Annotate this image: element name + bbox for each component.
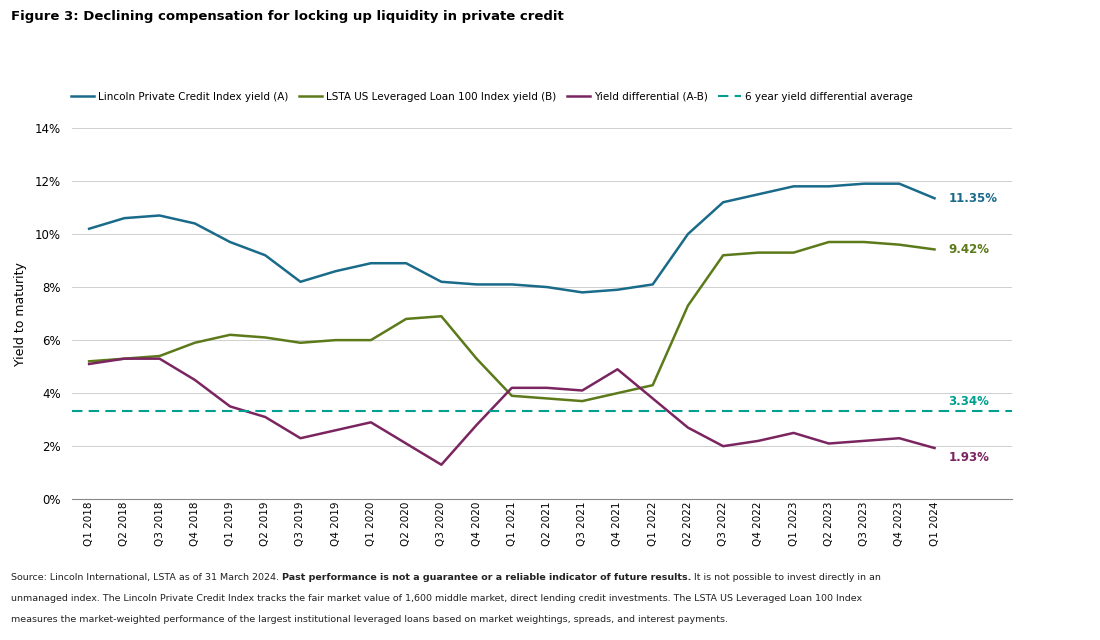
Text: Source: Lincoln International, LSTA as of 31 March 2024.: Source: Lincoln International, LSTA as o… <box>11 573 282 582</box>
Text: 1.93%: 1.93% <box>948 451 990 463</box>
Text: It is not possible to invest directly in an: It is not possible to invest directly in… <box>692 573 881 582</box>
Text: 3.34%: 3.34% <box>948 395 990 408</box>
Text: Figure 3: Declining compensation for locking up liquidity in private credit: Figure 3: Declining compensation for loc… <box>11 10 563 22</box>
Text: 9.42%: 9.42% <box>948 243 990 256</box>
Text: measures the market-weighted performance of the largest institutional leveraged : measures the market-weighted performance… <box>11 615 728 624</box>
Text: Past performance is not a guarantee or a reliable indicator of future results.: Past performance is not a guarantee or a… <box>282 573 692 582</box>
Y-axis label: Yield to maturity: Yield to maturity <box>13 262 26 365</box>
Text: unmanaged index. The Lincoln Private Credit Index tracks the fair market value o: unmanaged index. The Lincoln Private Cre… <box>11 594 862 603</box>
Legend: Lincoln Private Credit Index yield (A), LSTA US Leveraged Loan 100 Index yield (: Lincoln Private Credit Index yield (A), … <box>67 88 917 106</box>
Text: 11.35%: 11.35% <box>948 192 998 205</box>
